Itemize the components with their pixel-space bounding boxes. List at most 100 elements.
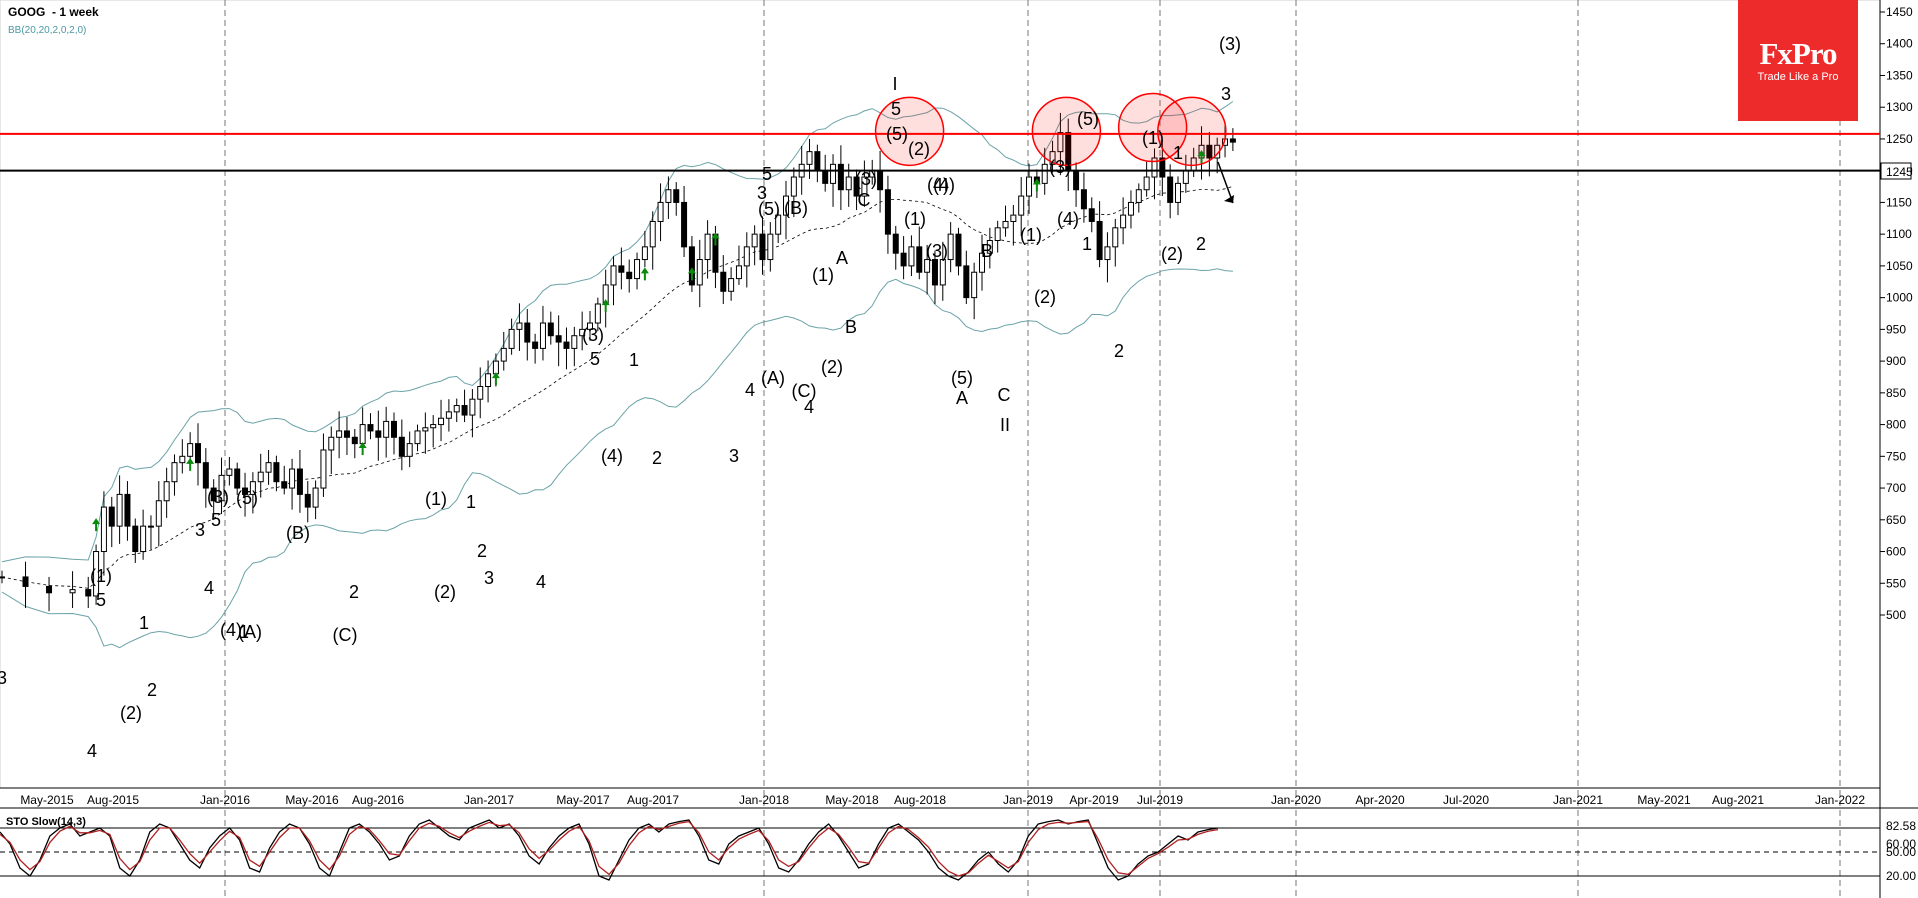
candle-body [93, 551, 100, 597]
candle-body [563, 341, 570, 349]
price-tick-label: 1350 [1886, 68, 1913, 82]
candle-body [892, 233, 899, 254]
time-tick-label: Jul-2019 [1137, 793, 1183, 807]
candle-body [704, 233, 711, 261]
oscillator-line [0, 819, 1219, 881]
candle-body [367, 424, 374, 432]
candle-body [908, 246, 915, 267]
candle-body [453, 405, 460, 413]
candle-body [649, 220, 656, 248]
candle-body [657, 201, 664, 222]
price-tick-label: 750 [1886, 449, 1906, 463]
candle-body [830, 163, 837, 184]
candle-body [1120, 214, 1127, 229]
wave-label: 5 [762, 164, 772, 184]
oscillator-tick-label: 20.00 [1886, 869, 1916, 883]
buy-arrow [601, 299, 610, 313]
oscillator-tick-label: 82.58 [1886, 819, 1916, 833]
buy-arrow [358, 441, 367, 455]
candle-body [884, 189, 891, 235]
candle-body [1143, 176, 1150, 191]
wave-label: 4 [536, 572, 546, 592]
candle-body [963, 265, 970, 299]
wave-label: (5) [236, 488, 258, 508]
horizontal-levels [0, 132, 1880, 172]
candle-body [1088, 208, 1095, 222]
wave-label: 3 [1221, 84, 1231, 104]
candle-body [171, 462, 178, 483]
candle-body [312, 487, 319, 508]
candle-body [1073, 170, 1080, 191]
wave-label: 1 [239, 622, 249, 642]
time-axis-labels: May-2015 Aug-2015 Jan-2016 May-2016 Aug-2016… [20, 793, 1865, 807]
current-price-label: 1245 [1886, 165, 1913, 179]
wave-label: 3 [0, 668, 7, 688]
buy-arrow [186, 457, 195, 471]
wave-label: (C) [333, 625, 358, 645]
candle-body [759, 233, 766, 261]
candle-body [273, 462, 280, 483]
highlight-circle [1117, 92, 1188, 163]
indicator-label: BB(20,20,2,0,2,0) [8, 25, 86, 36]
buy-arrows [92, 149, 1206, 532]
time-tick-label: Aug-2018 [894, 793, 946, 807]
candle-body [900, 252, 907, 267]
candle-body [492, 360, 499, 375]
price-tick-label: 500 [1886, 608, 1906, 622]
wave-label: (1) [90, 566, 112, 586]
price-tick-label: 800 [1886, 418, 1906, 432]
price-panel [0, 0, 1881, 789]
wave-label: (4) [601, 446, 623, 466]
candle-body [1112, 227, 1119, 248]
buy-arrow [1032, 178, 1041, 192]
buy-arrow [1197, 149, 1206, 163]
candle-body [359, 424, 366, 445]
wave-label: (4) [933, 175, 955, 195]
candle-body [304, 493, 311, 508]
fxpro-logo: FxPro Trade Like a Pro [1738, 0, 1858, 121]
wave-label: (3) [1219, 34, 1241, 54]
buy-arrow [687, 267, 696, 281]
candle-body [783, 195, 789, 216]
wave-label: A [836, 248, 848, 268]
time-tick-label: May-2015 [20, 793, 74, 807]
oscillator-tick-label: 50.00 [1886, 845, 1916, 859]
wave-label: (B) [784, 198, 808, 218]
candle-body [641, 246, 648, 261]
wave-label: (C) [792, 381, 817, 401]
candle-body [234, 468, 241, 489]
time-tick-label: Jan-2019 [1003, 793, 1053, 807]
wave-label: 4 [804, 397, 814, 417]
candle-body [187, 443, 194, 457]
candle-body [1096, 220, 1103, 261]
candle-body [132, 525, 139, 553]
wave-label: 2 [147, 680, 157, 700]
symbol-label: GOOG [8, 5, 45, 19]
buy-arrow [491, 372, 500, 386]
price-tick-label: 1300 [1886, 100, 1913, 114]
oscillator-line [0, 820, 1219, 877]
time-tick-label: Aug-2015 [87, 793, 139, 807]
candle-body [516, 322, 523, 330]
forecast-arrowhead [1224, 195, 1234, 203]
candle-body [179, 455, 186, 464]
candle-body [971, 271, 978, 299]
wave-label: 1 [629, 350, 639, 370]
candle-body [461, 405, 468, 416]
candle-body [406, 443, 413, 457]
candle-body [140, 525, 147, 553]
wave-label: (3) [855, 169, 877, 189]
candle-body [477, 385, 484, 400]
highlight-circle [1157, 96, 1227, 167]
candle-body [837, 163, 844, 191]
price-tick-label: 1250 [1886, 132, 1913, 146]
candle-body [814, 151, 821, 172]
candle-body [994, 227, 1001, 242]
wave-label: (4) [927, 175, 949, 195]
wave-label: 3 [195, 520, 205, 540]
time-tick-label: Aug-2017 [627, 793, 679, 807]
wave-label: (1) [1142, 128, 1164, 148]
price-tick-label: 650 [1886, 513, 1906, 527]
wave-label: (1) [904, 209, 926, 229]
wave-label: (3) [1049, 157, 1071, 177]
